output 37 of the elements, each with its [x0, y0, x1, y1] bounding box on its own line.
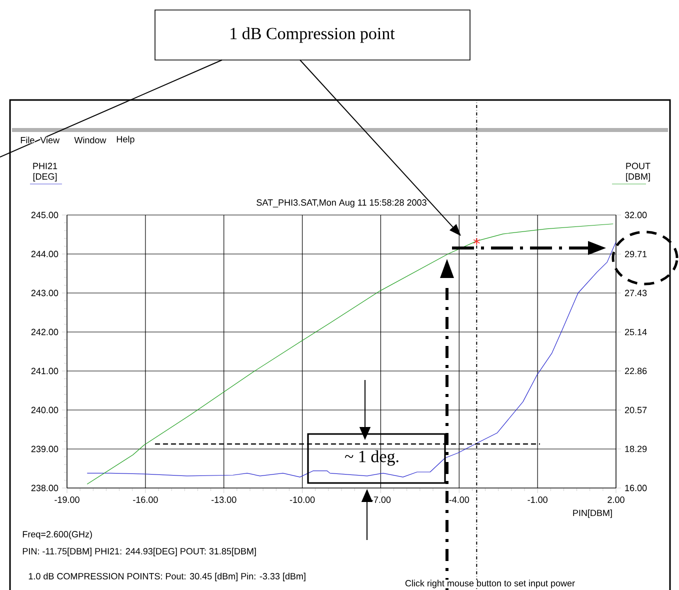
x-tick-label: -19.00	[54, 496, 80, 503]
x-tick-label: -4.00	[449, 496, 470, 503]
text: Window	[74, 136, 106, 144]
y2-axis-title: POUT [DBM]	[626, 162, 650, 182]
y-tick-label: 240.00	[31, 406, 58, 414]
y2-tick-label: 27.43	[624, 290, 647, 296]
text: 1 dB Compression point	[230, 27, 395, 43]
text: Click right mouse button to set input power	[405, 580, 575, 588]
x-axis-title: PIN[DBM]	[573, 510, 612, 518]
text: File	[20, 136, 34, 144]
y2-tick-label: 32.00	[624, 212, 647, 218]
x-tick-label: -16.00	[133, 496, 158, 503]
text: View	[40, 136, 60, 144]
y2-tick-label: 22.86	[624, 368, 647, 374]
y-axis-title: PHI21 [DEG]	[33, 162, 58, 182]
text: PIN: -11.75[DBM] PHI21: 244.93[DEG] POUT: 31.85[DBM]	[22, 548, 256, 556]
y-tick-label: 239.00	[31, 446, 58, 452]
x-tick-label: -13.00	[212, 496, 236, 503]
y2-tick-label: 25.14	[624, 328, 647, 336]
text: Help	[116, 136, 134, 144]
y-tick-label: 241.00	[31, 368, 58, 374]
text: Freq=2.600(GHz)	[22, 530, 92, 540]
y2-tick-label: 16.00	[625, 484, 647, 492]
x-tick-label: -1.00	[528, 496, 548, 503]
y-tick-label: 238.00	[31, 484, 58, 492]
y2-tick-label: 18.29	[625, 446, 647, 452]
y-tick-label: 244.00	[31, 250, 58, 258]
y-tick-label: 243.00	[31, 290, 58, 296]
chart-title: SAT_PHI3.SAT,Mon Aug 11 15:58:28 2003	[256, 199, 426, 208]
x-tick-label: 2.00	[608, 496, 624, 503]
y-tick-label: 245.00	[31, 212, 58, 218]
y2-tick-label: 20.57	[624, 406, 647, 414]
x-tick-label: -10.00	[290, 496, 315, 503]
text: 1.0 dB COMPRESSION POINTS: Pout: 30.45 [dBm] Pin: -3.33 [dBm]	[28, 572, 306, 582]
x-tick-label: -7.00	[370, 496, 391, 503]
y2-tick-label: 29.71	[624, 250, 647, 258]
y-tick-label: 242.00	[31, 328, 58, 336]
